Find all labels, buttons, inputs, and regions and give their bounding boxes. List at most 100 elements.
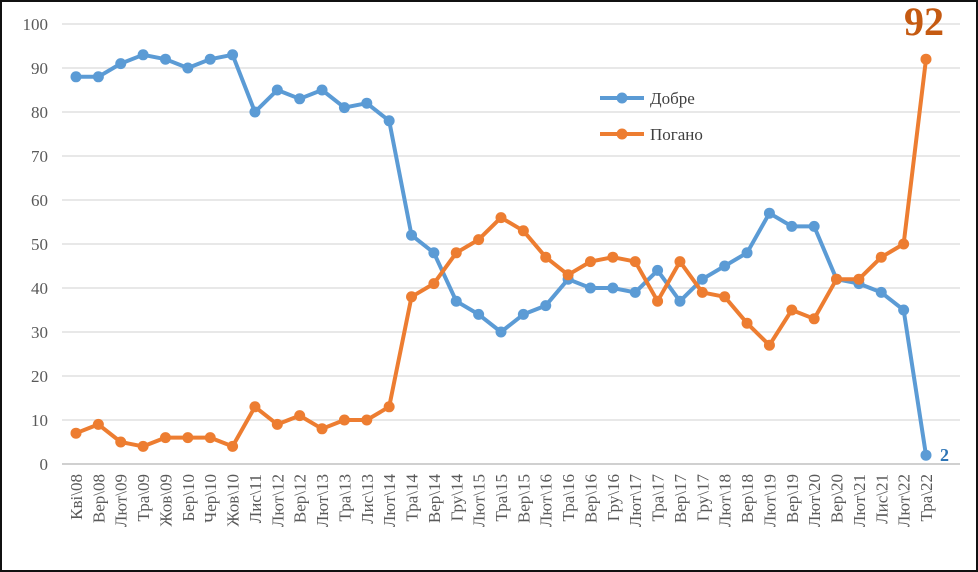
- data-point: [674, 295, 686, 307]
- x-tick-label: Лют\21: [850, 474, 869, 527]
- data-point: [584, 282, 596, 294]
- data-point: [540, 300, 552, 312]
- data-point: [831, 273, 843, 285]
- x-tick-label: Вер\18: [738, 474, 757, 523]
- x-tick-label: Кві\08: [67, 474, 86, 520]
- data-point: [540, 251, 552, 263]
- data-point: [696, 286, 708, 298]
- data-label-annotation: 92: [904, 0, 944, 44]
- data-point: [294, 410, 306, 422]
- y-tick-label: 70: [31, 147, 48, 166]
- data-point: [875, 286, 887, 298]
- x-tick-label: Чер\10: [201, 474, 220, 523]
- data-point: [607, 251, 619, 263]
- data-point: [316, 423, 328, 435]
- x-tick-label: Вер\14: [425, 474, 444, 524]
- x-tick-label: Лют\12: [268, 474, 287, 527]
- data-label-annotation: 2: [940, 445, 949, 465]
- data-point: [898, 304, 910, 316]
- data-point: [406, 229, 418, 241]
- x-tick-label: Лют\09: [112, 474, 131, 527]
- data-point: [473, 234, 485, 246]
- data-point: [182, 432, 194, 444]
- x-tick-label: Гру\17: [693, 474, 712, 522]
- x-tick-label: Гру\16: [604, 474, 623, 521]
- data-point: [271, 418, 283, 430]
- data-point: [741, 247, 753, 259]
- x-tick-label: Лют\14: [380, 474, 399, 528]
- x-tick-label: Лис\11: [246, 474, 265, 523]
- data-point: [786, 220, 798, 232]
- data-point: [137, 440, 149, 452]
- data-point: [517, 308, 529, 320]
- x-tick-label: Лют\22: [895, 474, 914, 527]
- data-point: [652, 295, 664, 307]
- data-point: [562, 269, 574, 281]
- data-point: [137, 49, 149, 61]
- x-tick-label: Бер\10: [179, 474, 198, 522]
- data-point: [406, 291, 418, 303]
- data-point: [674, 256, 686, 268]
- y-tick-label: 10: [31, 411, 48, 430]
- x-tick-label: Лют\19: [760, 474, 779, 527]
- data-point: [271, 84, 283, 96]
- data-point: [383, 115, 395, 127]
- x-tick-label: Вер\17: [671, 474, 690, 524]
- legend-label: Погано: [650, 125, 703, 144]
- legend-marker: [616, 128, 628, 140]
- data-point: [204, 432, 216, 444]
- x-tick-label: Жов\10: [224, 474, 243, 527]
- data-point: [361, 97, 373, 109]
- data-point: [70, 71, 82, 83]
- x-tick-label: Лют\20: [805, 474, 824, 527]
- y-tick-label: 0: [40, 455, 49, 474]
- data-point: [450, 247, 462, 259]
- data-point: [786, 304, 798, 316]
- data-point: [584, 256, 596, 268]
- x-tick-label: Вер\08: [89, 474, 108, 523]
- legend-label: Добре: [650, 89, 695, 108]
- x-tick-label: Лис\13: [358, 474, 377, 524]
- y-tick-label: 100: [23, 15, 49, 34]
- x-tick-label: Лис\21: [872, 474, 891, 524]
- data-point: [204, 53, 216, 65]
- data-point: [495, 326, 507, 338]
- x-tick-label: Гру\14: [447, 474, 466, 522]
- data-point: [450, 295, 462, 307]
- data-point: [920, 449, 932, 461]
- data-point: [338, 102, 350, 114]
- x-tick-label: Лют\13: [313, 474, 332, 527]
- data-point: [115, 436, 127, 448]
- data-point: [115, 58, 127, 70]
- data-point: [607, 282, 619, 294]
- data-point: [338, 414, 350, 426]
- x-tick-label: Вер\16: [581, 474, 600, 523]
- x-tick-label: Лют\17: [626, 474, 645, 528]
- data-point: [629, 286, 641, 298]
- data-point: [875, 251, 887, 263]
- x-tick-label: Лют\16: [537, 474, 556, 527]
- data-point: [920, 53, 932, 65]
- data-point: [696, 273, 708, 285]
- data-point: [92, 71, 104, 83]
- data-point: [249, 401, 261, 413]
- data-point: [159, 53, 171, 65]
- x-tick-label: Тра\17: [649, 474, 668, 522]
- y-tick-label: 90: [31, 59, 48, 78]
- x-tick-label: Жов\09: [156, 474, 175, 527]
- data-point: [763, 207, 775, 219]
- data-point: [249, 106, 261, 118]
- x-tick-label: Вер\12: [291, 474, 310, 523]
- data-point: [741, 317, 753, 329]
- y-tick-label: 20: [31, 367, 48, 386]
- data-point: [383, 401, 395, 413]
- data-point: [652, 264, 664, 276]
- x-tick-label: Лют\15: [470, 474, 489, 527]
- legend-marker: [616, 92, 628, 104]
- y-tick-label: 40: [31, 279, 48, 298]
- x-tick-label: Тра\13: [335, 474, 354, 522]
- series-line-dobre: [76, 52, 928, 456]
- data-point: [763, 339, 775, 351]
